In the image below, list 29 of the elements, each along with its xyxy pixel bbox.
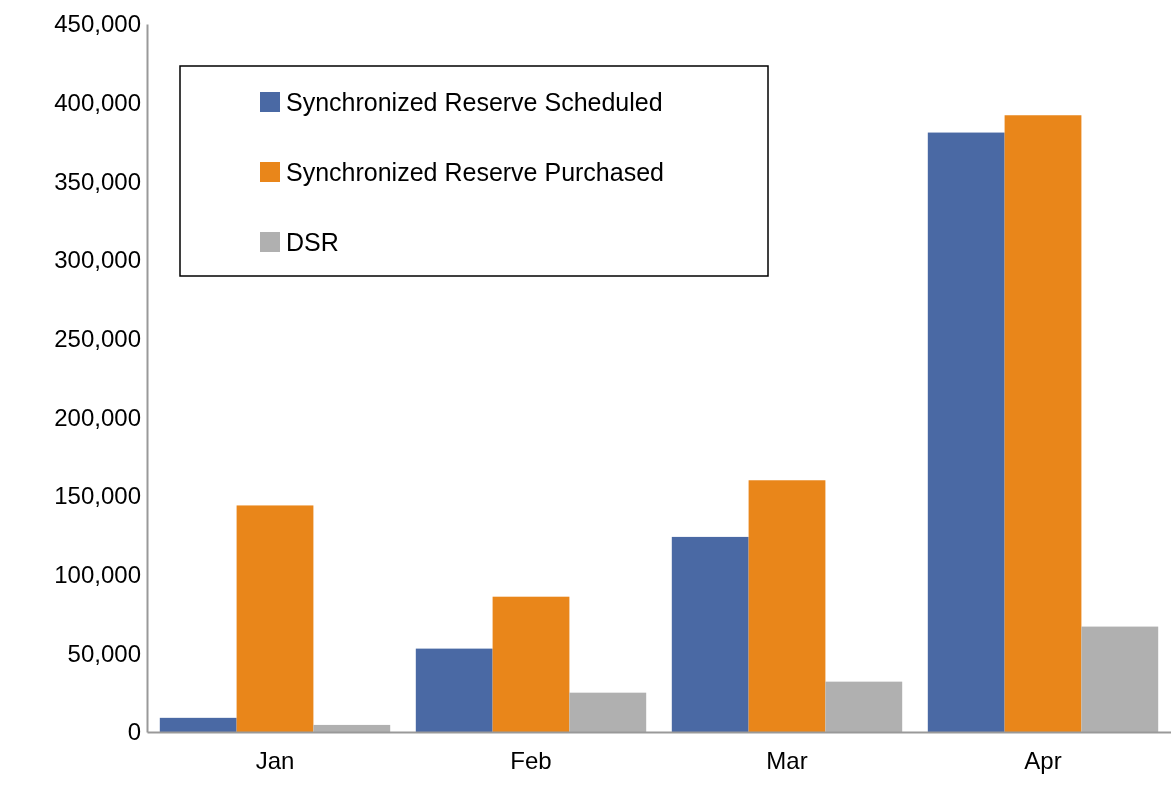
y-tick-label: 250,000 [54,324,141,352]
y-tick-label: 150,000 [54,482,141,510]
legend-label: Synchronized Reserve Purchased [286,158,664,186]
bar [569,692,647,732]
bar [671,536,749,732]
legend-label: Synchronized Reserve Scheduled [286,88,663,116]
x-tick-label: Apr [1024,747,1062,775]
bar [825,681,903,732]
bar [1004,115,1082,732]
y-tick-label: 100,000 [54,560,141,588]
bar [748,480,826,732]
bar [159,717,237,732]
x-tick-label: Feb [510,747,552,775]
bar [415,648,493,732]
y-tick-label: 200,000 [54,403,141,431]
y-tick-label: 350,000 [54,167,141,195]
x-tick-label: Jan [255,747,295,775]
y-tick-label: 400,000 [54,88,141,116]
y-tick-label: 50,000 [67,639,141,667]
bar [492,596,570,732]
y-tick-label: 300,000 [54,246,141,274]
y-tick-label: 0 [127,718,141,746]
legend-label: DSR [286,228,339,256]
y-tick-label: 450,000 [54,10,141,38]
bar [927,132,1005,732]
bar [313,724,391,732]
bar [236,505,314,732]
bar [1081,626,1159,732]
x-tick-label: Mar [766,747,808,775]
